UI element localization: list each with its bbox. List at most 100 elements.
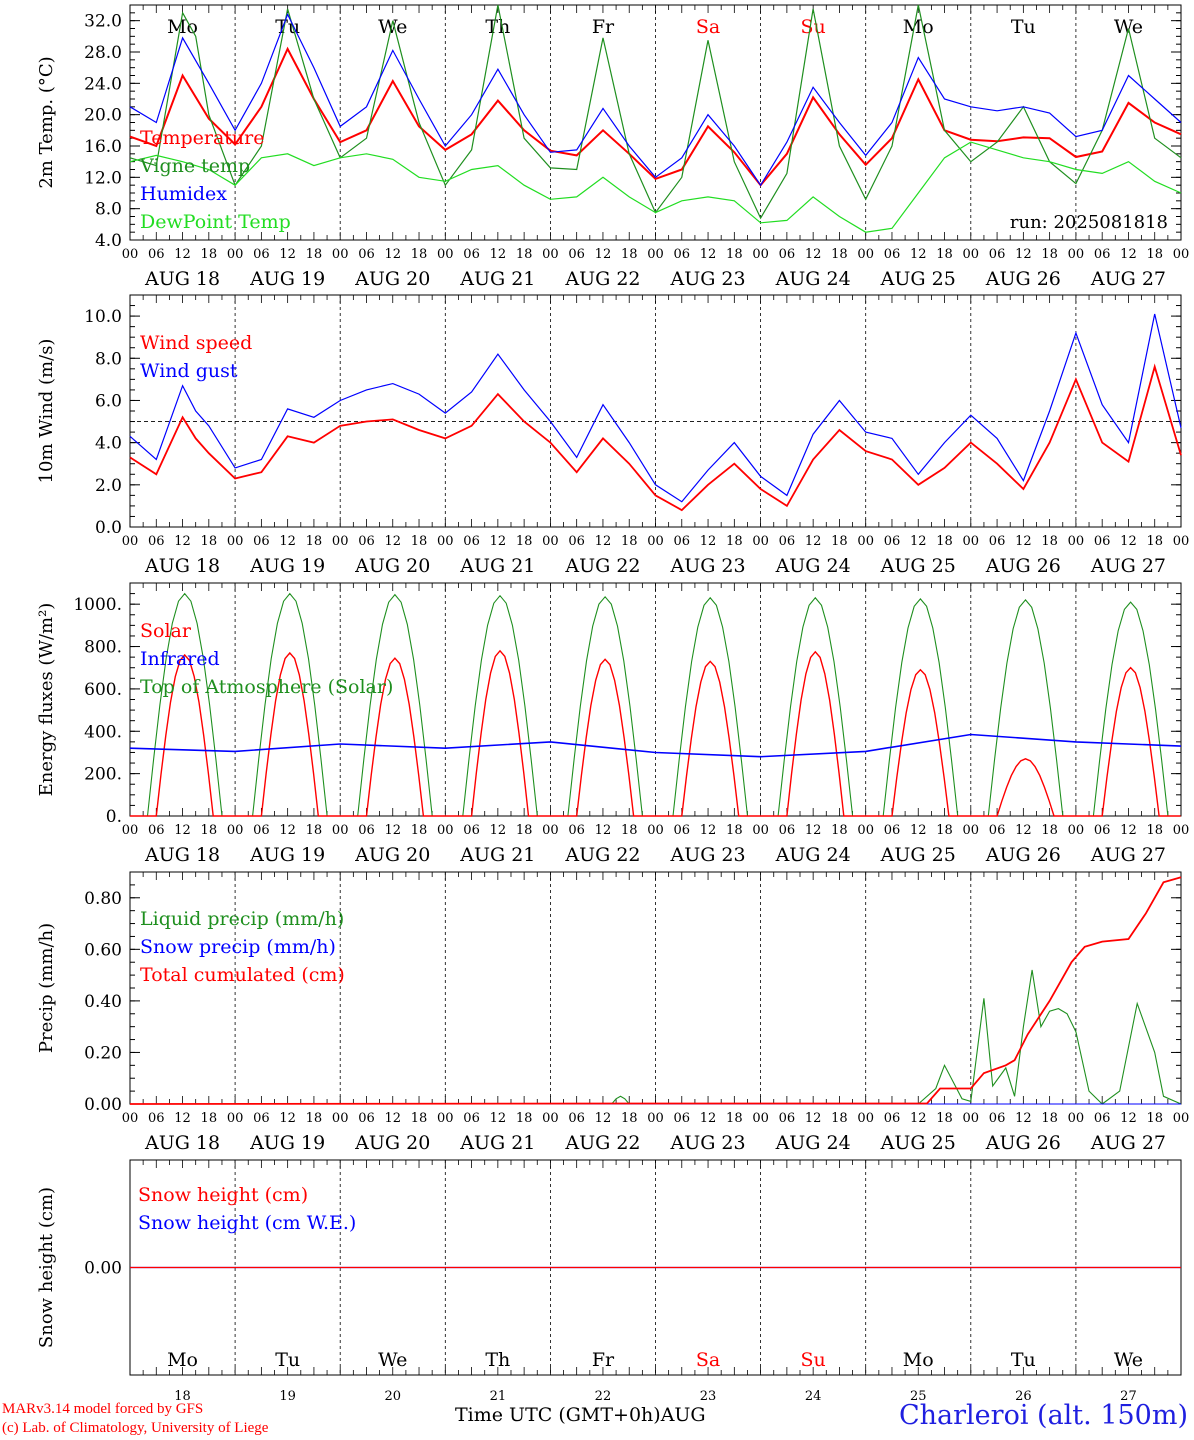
hour-tick-label: 12 (1120, 823, 1137, 838)
hour-tick-label: 12 (490, 1111, 507, 1126)
hour-tick-label: 06 (779, 534, 796, 549)
hour-tick-label: 00 (1068, 1111, 1085, 1126)
y-tick-label: 8.0 (95, 200, 122, 220)
hour-tick-label: 18 (1146, 534, 1163, 549)
weekday-label: We (378, 16, 407, 38)
hour-tick-label: 12 (174, 247, 191, 262)
weekday-label: Fr (592, 16, 615, 38)
series-line (129, 733, 1182, 758)
hour-tick-label: 12 (174, 1111, 191, 1126)
weekday-label: Mo (167, 16, 198, 38)
hour-tick-label: 06 (989, 1111, 1006, 1126)
hour-tick-label: 00 (122, 534, 139, 549)
hour-tick-label: 12 (384, 1111, 401, 1126)
hour-tick-label: 18 (831, 247, 848, 262)
x-axis-title: Time UTC (GMT+0h)AUG (455, 1404, 706, 1426)
y-tick-label: 600. (84, 680, 122, 700)
hour-tick-label: 00 (122, 247, 139, 262)
hour-tick-label: 00 (332, 534, 349, 549)
hour-tick-label: 06 (463, 247, 480, 262)
y-tick-label: 6.0 (95, 391, 122, 411)
credits: MARv3.14 model forced by GFS (c) Lab. of… (2, 1400, 268, 1438)
hour-tick-label: 00 (857, 823, 874, 838)
y-axis-label: 10m Wind (m/s) (36, 339, 57, 484)
hour-tick-label: 18 (621, 1111, 638, 1126)
hour-tick-label: 18 (1041, 1111, 1058, 1126)
panel-1: 32.0 28.0 24.0 20.0 16.0 12.0 8.0 4.0 2m Temp. (… (36, 4, 1189, 290)
hour-tick-label: 12 (595, 823, 612, 838)
hour-tick-label: 06 (463, 534, 480, 549)
day-label: AUG 20 (354, 555, 430, 577)
hour-tick-label: 00 (332, 247, 349, 262)
y-tick-label: 0.0 (95, 518, 122, 538)
legend-entry: DewPoint Temp (140, 211, 291, 233)
credit-line-2: (c) Lab. of Climatology, University of L… (2, 1420, 269, 1436)
hour-tick-label: 00 (227, 1111, 244, 1126)
y-axis-label: Precip (mm/h) (36, 923, 57, 1053)
hour-tick-label: 12 (910, 247, 927, 262)
day-label: AUG 26 (985, 1132, 1061, 1154)
y-tick-label: 28.0 (84, 43, 122, 63)
hour-tick-label: 18 (726, 823, 743, 838)
hour-tick-label: 12 (1120, 1111, 1137, 1126)
day-label: AUG 20 (354, 844, 430, 866)
hour-tick-label: 12 (595, 1111, 612, 1126)
hour-tick-label: 00 (332, 1111, 349, 1126)
hour-tick-label: 06 (884, 247, 901, 262)
day-label: AUG 25 (880, 268, 956, 290)
y-axis-label: Snow height (cm) (36, 1187, 57, 1348)
hour-tick-label: 12 (910, 823, 927, 838)
bottom-day-number: 23 (700, 1389, 717, 1404)
hour-tick-label: 12 (1015, 534, 1032, 549)
panel-4: 0.80 0.60 0.40 0.20 0.00 Precip (mm/h) 00 06 12 1… (36, 871, 1189, 1154)
hour-tick-label: 18 (411, 247, 428, 262)
hour-tick-label: 00 (857, 247, 874, 262)
hour-tick-label: 18 (1146, 1111, 1163, 1126)
credit-line-1: MARv3.14 model forced by GFS (2, 1401, 204, 1417)
bottom-day-number: 22 (595, 1389, 612, 1404)
hour-tick-label: 06 (884, 823, 901, 838)
weekday-label: Tu (1011, 16, 1036, 38)
hour-tick-label: 18 (831, 823, 848, 838)
hour-tick-label: 18 (936, 1111, 953, 1126)
hour-tick-label: 12 (490, 534, 507, 549)
run-label: run: 2025081818 (1010, 212, 1168, 233)
hour-tick-label: 00 (647, 247, 664, 262)
bottom-day-number: 19 (279, 1389, 296, 1404)
weekday-label: We (1114, 16, 1143, 38)
weekday-label: Sa (696, 1349, 720, 1371)
day-label: AUG 20 (354, 268, 430, 290)
hour-tick-label: 18 (516, 534, 533, 549)
day-label: AUG 27 (1090, 844, 1166, 866)
weekday-label: Tu (275, 16, 300, 38)
series-line (129, 46, 1182, 187)
day-label: AUG 21 (459, 1132, 535, 1154)
series-line (129, 876, 1182, 1105)
hour-tick-label: 12 (490, 823, 507, 838)
hour-tick-label: 12 (1015, 247, 1032, 262)
hour-tick-label: 00 (647, 823, 664, 838)
hour-tick-label: 00 (122, 1111, 139, 1126)
hour-tick-label: 18 (201, 823, 218, 838)
y-tick-label: 0.40 (84, 992, 122, 1012)
hour-tick-label: 18 (306, 534, 323, 549)
legend-entry: Snow height (cm W.E.) (138, 1212, 356, 1234)
hour-tick-label: 18 (831, 534, 848, 549)
hour-tick-label: 00 (857, 1111, 874, 1126)
hour-tick-label: 00 (437, 534, 454, 549)
hour-tick-label: 12 (1120, 534, 1137, 549)
weekday-label: Mo (903, 1349, 934, 1371)
weekday-label: We (378, 1349, 407, 1371)
hour-tick-label: 00 (332, 823, 349, 838)
day-label: AUG 26 (985, 844, 1061, 866)
hour-tick-label: 18 (306, 823, 323, 838)
series-line (129, 12, 1182, 187)
hour-tick-label: 06 (463, 823, 480, 838)
y-tick-label: 4.0 (95, 231, 122, 251)
hour-tick-label: 00 (437, 247, 454, 262)
hour-tick-label: 18 (411, 823, 428, 838)
series-line (130, 649, 1181, 817)
day-label: AUG 26 (985, 555, 1061, 577)
hour-tick-label: 12 (279, 247, 296, 262)
day-label: AUG 18 (144, 844, 220, 866)
